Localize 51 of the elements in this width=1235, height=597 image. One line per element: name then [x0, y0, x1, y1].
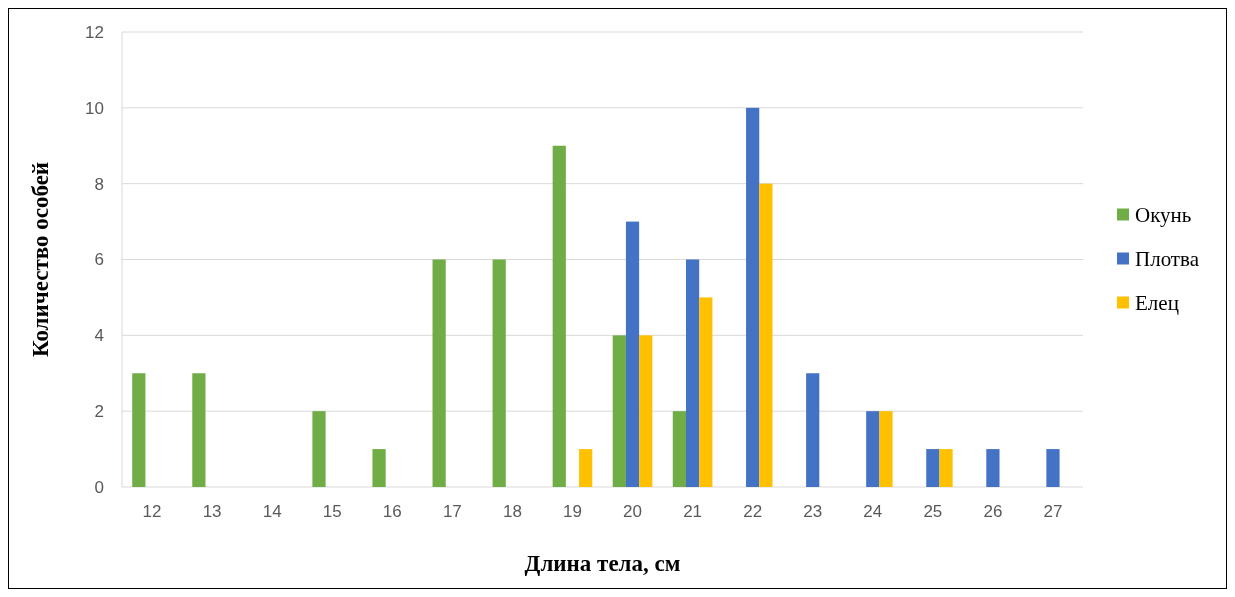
y-tick-label: 8 [94, 174, 104, 194]
bar [926, 449, 940, 487]
bar [1046, 449, 1060, 487]
bar [759, 183, 773, 487]
bar [939, 449, 953, 487]
x-tick-label: 25 [923, 502, 943, 521]
y-tick-label: 4 [94, 326, 104, 346]
x-tick-label: 24 [863, 502, 883, 521]
bar [806, 373, 820, 487]
bar [879, 411, 893, 487]
y-tick-label: 6 [94, 250, 104, 270]
x-tick-label: 19 [563, 502, 582, 521]
x-tick-label: 15 [322, 502, 342, 521]
y-axis-title: Количество особей [28, 161, 53, 358]
x-tick-label: 14 [262, 502, 282, 521]
bar [986, 449, 1000, 487]
x-tick-label: 13 [202, 502, 222, 521]
bar [372, 449, 386, 487]
y-tick-label: 0 [94, 477, 104, 497]
bar [192, 373, 206, 487]
bar [746, 107, 760, 487]
y-tick-label: 12 [85, 22, 104, 42]
x-tick-label: 18 [502, 502, 522, 521]
x-tick-label: 27 [1043, 502, 1063, 521]
bar [866, 411, 880, 487]
bar [312, 411, 326, 487]
x-tick-label: 22 [743, 502, 763, 521]
x-tick-label: 20 [623, 502, 642, 521]
bar [552, 145, 566, 487]
x-tick-label: 16 [382, 502, 402, 521]
legend-label: Елец [1135, 290, 1179, 315]
bar [579, 449, 593, 487]
bar [672, 411, 686, 487]
bar [492, 259, 506, 487]
bar [639, 335, 653, 487]
bar [132, 373, 146, 487]
x-tick-label: 23 [803, 502, 823, 521]
legend-label: Плотва [1135, 246, 1200, 271]
y-tick-label: 10 [85, 98, 104, 118]
y-tick-label: 2 [94, 402, 104, 422]
bar [432, 259, 446, 487]
x-tick-label: 21 [683, 502, 703, 521]
bar [685, 259, 700, 487]
bar [625, 221, 640, 487]
bar [699, 297, 713, 487]
x-tick-label: 17 [442, 502, 462, 521]
legend-label: Окунь [1135, 202, 1192, 227]
bar [612, 335, 626, 487]
x-axis-title: Длина тела, см [524, 551, 681, 576]
x-tick-label: 26 [983, 502, 1003, 521]
x-tick-label: 12 [142, 502, 162, 521]
